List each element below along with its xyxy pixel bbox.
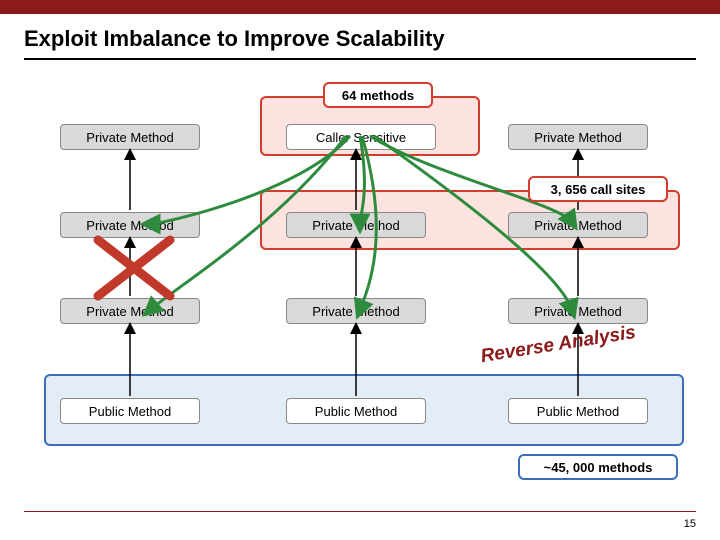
- badge-call_sites: 3, 656 call sites: [528, 176, 668, 202]
- badge-methods_64: 64 methods: [323, 82, 433, 108]
- title-block: Exploit Imbalance to Improve Scalability: [0, 14, 720, 64]
- node-r1c2: Private Method: [508, 212, 648, 238]
- footer-divider: [24, 511, 696, 512]
- node-r0c0: Private Method: [60, 124, 200, 150]
- reverse-analysis-annotation: Reverse Analysis: [479, 322, 637, 368]
- title-underline: [24, 58, 696, 60]
- slide-title: Exploit Imbalance to Improve Scalability: [24, 26, 696, 52]
- node-r2c2: Private Method: [508, 298, 648, 324]
- node-r0c1: Caller Sensitive: [286, 124, 436, 150]
- node-r3c0: Public Method: [60, 398, 200, 424]
- node-r1c0: Private Method: [60, 212, 200, 238]
- node-r3c1: Public Method: [286, 398, 426, 424]
- node-r2c1: Private Method: [286, 298, 426, 324]
- node-r1c1: Private Method: [286, 212, 426, 238]
- node-r3c2: Public Method: [508, 398, 648, 424]
- page-number: 15: [684, 518, 696, 530]
- node-r0c2: Private Method: [508, 124, 648, 150]
- node-r2c0: Private Method: [60, 298, 200, 324]
- diagram-area: Private Method Caller Sensitive Private Me…: [0, 64, 720, 484]
- badge-methods_45k: ~45, 000 methods: [518, 454, 678, 480]
- top-accent-bar: [0, 0, 720, 14]
